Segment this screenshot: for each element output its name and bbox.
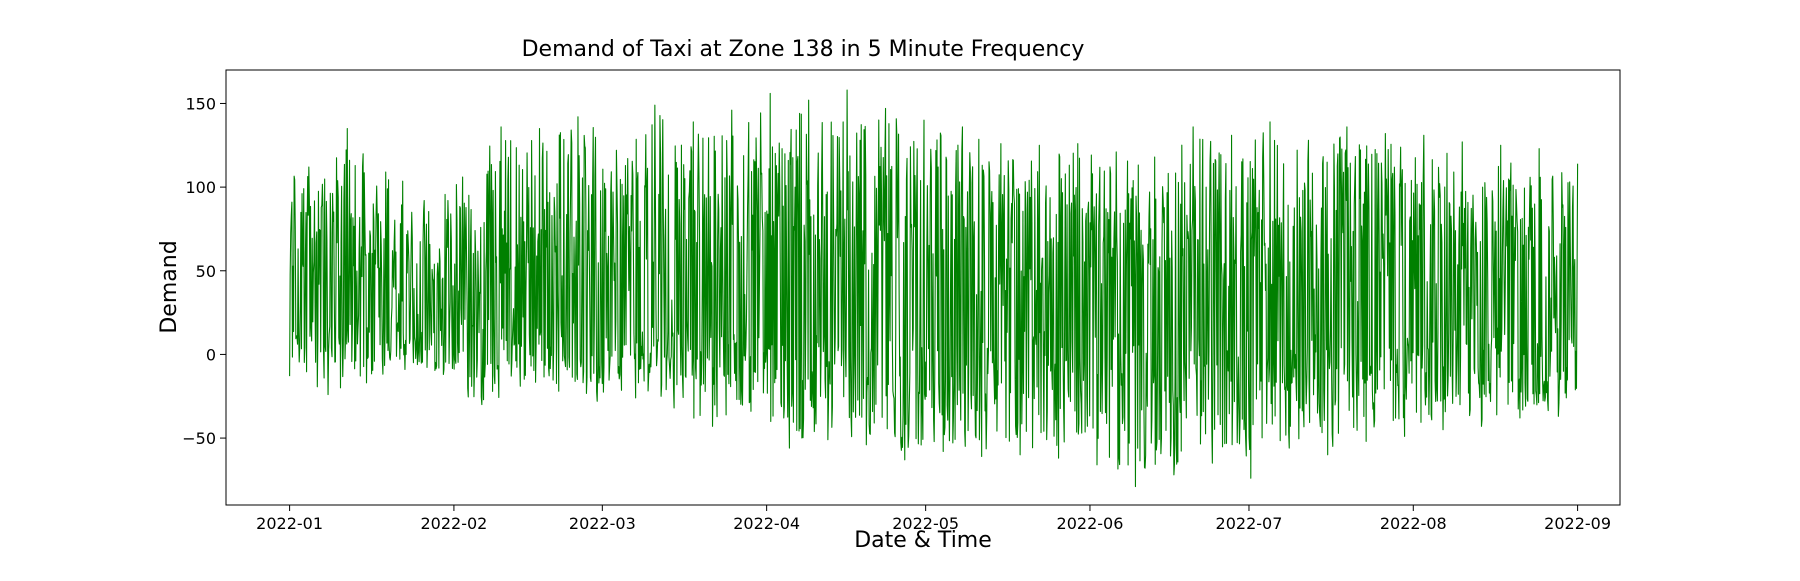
series-line [289, 89, 1579, 488]
x-tick-label: 2022-02 [420, 514, 487, 533]
x-axis-ticks: 2022-01 2022-02 2022-03 2022-04 2022-05 2022-… [256, 505, 1611, 533]
y-axis-ticks: 150 100 50 0 −50 [182, 94, 226, 448]
x-tick-label: 2022-05 [892, 514, 959, 533]
x-tick-label: 2022-08 [1380, 514, 1447, 533]
y-tick-label: −50 [182, 429, 216, 448]
x-tick-label: 2022-07 [1216, 514, 1283, 533]
plot-frame [225, 69, 1621, 506]
y-axis-label: Demand [157, 240, 182, 333]
x-tick-label: 2022-09 [1544, 514, 1611, 533]
x-tick-label: 2022-06 [1057, 514, 1124, 533]
x-tick-label: 2022-04 [733, 514, 800, 533]
chart-title: Demand of Taxi at Zone 138 in 5 Minute F… [522, 37, 1085, 62]
y-tick-label: 0 [206, 345, 216, 364]
y-tick-label: 150 [185, 94, 216, 113]
y-tick-label: 50 [196, 262, 216, 281]
series-layer [289, 89, 1579, 488]
x-tick-label: 2022-01 [256, 514, 323, 533]
x-axis-label: Date & Time [854, 528, 992, 553]
x-tick-label: 2022-03 [569, 514, 636, 533]
y-tick-label: 100 [185, 178, 216, 197]
